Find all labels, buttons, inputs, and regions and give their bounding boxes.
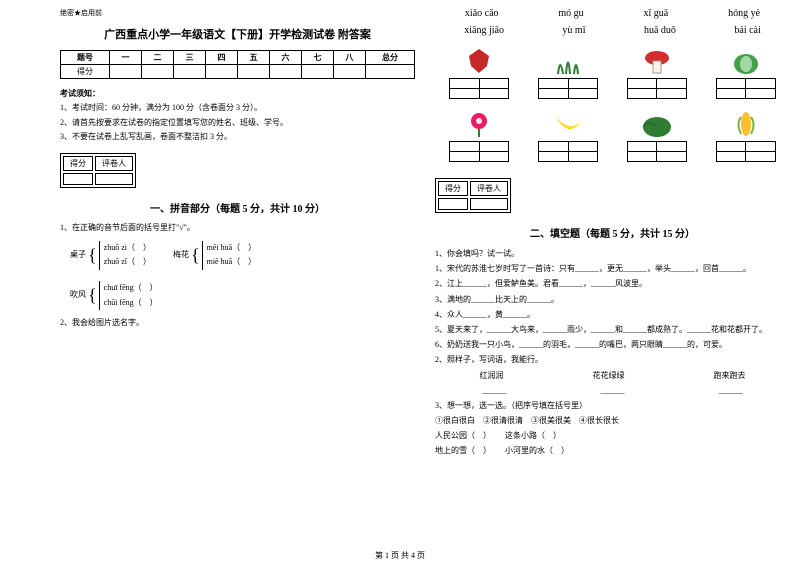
answer-grid: [716, 141, 776, 162]
note-1: 1、考试时间：60 分钟，满分为 100 分（含卷面分 3 分）。: [60, 101, 415, 115]
image-row-1: [435, 46, 790, 99]
cabbage-icon: [726, 46, 766, 76]
line-3: 3、满地的______比天上的______。: [435, 292, 790, 307]
line-1: 1、宋代的苏淮七岁时写了一首诗：只有______，更无______，举头____…: [435, 261, 790, 276]
options-list: ①很白很白 ②很清很清 ③很美很美 ④很长很长: [435, 413, 790, 428]
watermelon-icon: [637, 109, 677, 139]
grader-box-2: 得分评卷人: [435, 178, 511, 213]
exam-title: 广西重点小学一年级语文【下册】开学检测试卷 附答案: [60, 26, 415, 42]
note-3: 3、不要在试卷上乱写乱画，卷面不整洁扣 3 分。: [60, 130, 415, 144]
corn-icon: [726, 109, 766, 139]
fill-blanks: 1、你会填吗？试一试。 1、宋代的苏淮七岁时写了一首诗：只有______，更无_…: [435, 246, 790, 459]
sidebar-label: 乡镇（街道）: [0, 246, 193, 294]
score-table: 题号 一 二 三 四 五 六 七 八 总分 得分: [60, 50, 415, 79]
q2-1: 1、你会填吗？试一试。: [435, 246, 790, 261]
mushroom-icon: [637, 46, 677, 76]
answer-grid: [627, 141, 687, 162]
answer-grid: [538, 141, 598, 162]
pinyin-row-1: xiǎo cǎo mó gu xī guā hóng yè: [435, 8, 790, 19]
flower-icon: [459, 109, 499, 139]
grader-box: 得分评卷人: [60, 153, 136, 188]
answer-grid: [538, 78, 598, 99]
line-4: 4、众人______，黄______。: [435, 307, 790, 322]
banana-icon: [548, 109, 588, 139]
score-row-label: 得分: [61, 65, 110, 79]
answer-grid: [449, 141, 509, 162]
answer-grid: [627, 78, 687, 99]
question-2: 2、我会给图片选名字。: [60, 316, 415, 330]
section-2-title: 二、填空题（每题 5 分，共计 15 分）: [435, 225, 790, 240]
right-column: xiǎo cǎo mó gu xī guā hóng yè xiāng jiāo…: [425, 0, 800, 540]
pinyin-row-2: xiāng jiāo yù mǐ huā duǒ bái cài: [435, 25, 790, 36]
note-2: 2、请首先按要求在试卷的指定位置填写您的姓名、班级、学号。: [60, 116, 415, 130]
line-2: 2、江上______，但爱鲈鱼美。君看______，______风波里。: [435, 276, 790, 291]
image-row-2: [435, 109, 790, 162]
answer-grid: [716, 78, 776, 99]
binding-sidebar: 学号 考 姓名 不 班级 内 学校 线 乡镇（街道）: [0, 0, 50, 540]
line-5: 5、夏天来了，______大鸟来，______雨少，______和______都…: [435, 322, 790, 337]
answer-grid: [449, 78, 509, 99]
leaf-icon: [459, 46, 499, 76]
exam-notes: 考试须知： 1、考试时间：60 分钟，满分为 100 分（含卷面分 3 分）。 …: [60, 87, 415, 145]
line-6: 6、奶奶送我一只小鸟，______的羽毛，______的嘴巴，两只眼睛_____…: [435, 337, 790, 352]
notes-title: 考试须知：: [60, 87, 415, 101]
q2-3: 3、想一想，选一选。（把序号填在括号里）: [435, 398, 790, 413]
grass-icon: [548, 46, 588, 76]
q2-2: 2、照样子，写词语，我能行。: [435, 352, 790, 367]
question-1: 1、在正确的音节后面的括号里打"√"。: [60, 221, 415, 235]
score-header: 题号: [61, 51, 110, 65]
secret-label: 绝密★启用前: [60, 8, 415, 18]
section-1-title: 一、拼音部分（每题 5 分，共计 10 分）: [60, 200, 415, 215]
page-footer: 第 1 页 共 4 页: [0, 550, 800, 561]
